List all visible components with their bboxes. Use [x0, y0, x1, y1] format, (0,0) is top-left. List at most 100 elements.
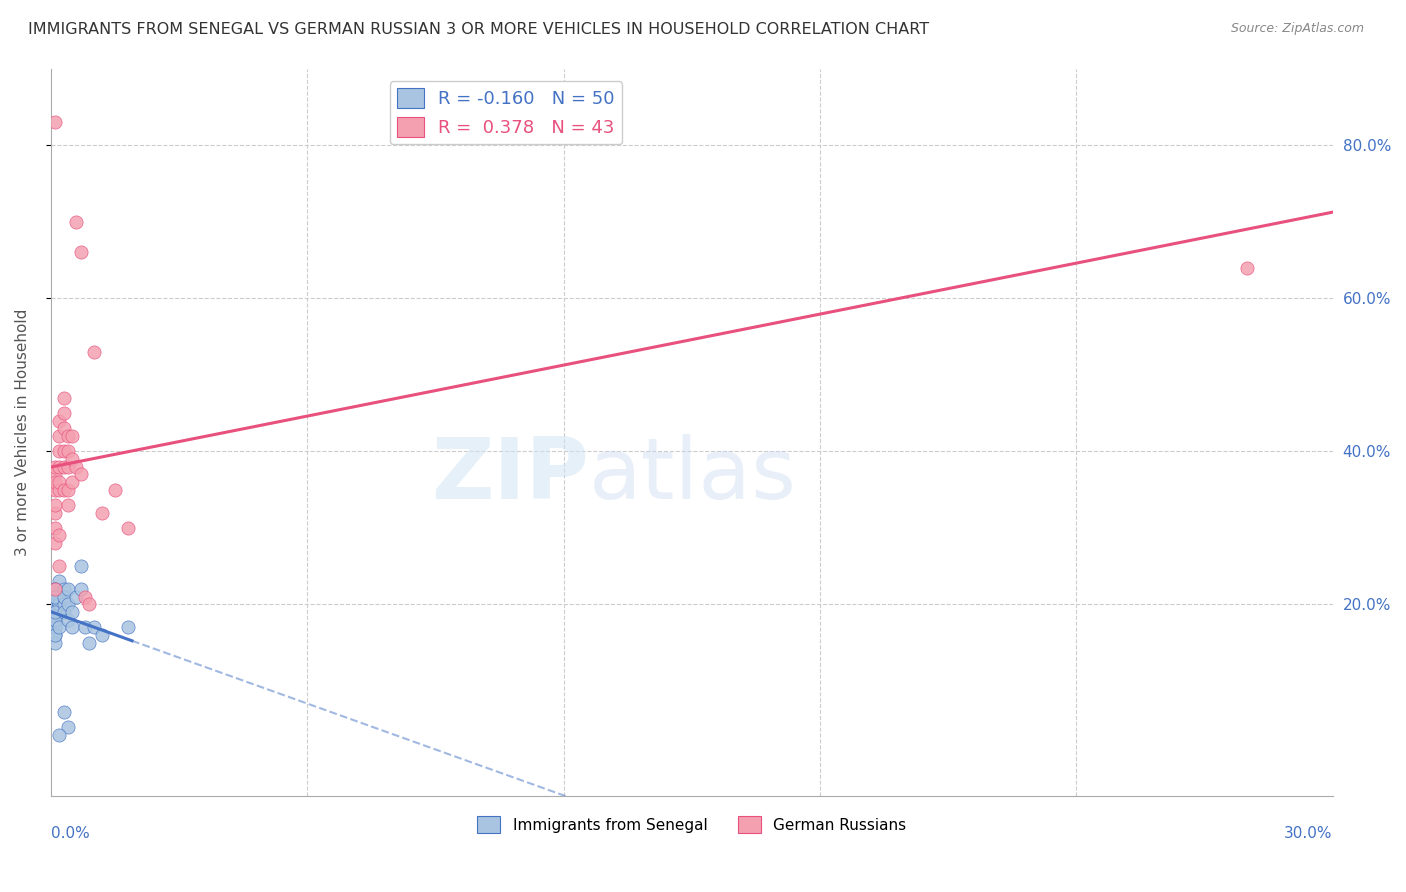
Point — [52, 483, 75, 497]
Text: atlas: atlas — [589, 434, 797, 517]
Point — [69, 582, 91, 596]
Point — [60, 605, 83, 619]
Point — [44, 467, 66, 482]
Point — [48, 590, 70, 604]
Point — [52, 444, 75, 458]
Point — [44, 483, 66, 497]
Point — [44, 582, 66, 596]
Point — [44, 628, 66, 642]
Point — [44, 628, 66, 642]
Point — [48, 483, 70, 497]
Point — [48, 429, 70, 443]
Point — [79, 598, 101, 612]
Point — [60, 475, 83, 489]
Point — [48, 605, 70, 619]
Point — [48, 528, 70, 542]
Point — [48, 590, 70, 604]
Point — [60, 452, 83, 467]
Point — [52, 705, 75, 719]
Text: 30.0%: 30.0% — [1284, 826, 1333, 841]
Point — [48, 459, 70, 474]
Point — [44, 475, 66, 489]
Point — [65, 214, 87, 228]
Point — [44, 605, 66, 619]
Point — [44, 459, 66, 474]
Point — [52, 598, 75, 612]
Point — [44, 582, 66, 596]
Point — [44, 536, 66, 550]
Point — [48, 574, 70, 589]
Point — [48, 598, 70, 612]
Point — [44, 605, 66, 619]
Point — [44, 613, 66, 627]
Point — [56, 582, 79, 596]
Point — [48, 414, 70, 428]
Point — [117, 521, 139, 535]
Text: ZIP: ZIP — [432, 434, 589, 517]
Point — [65, 459, 87, 474]
Point — [44, 613, 66, 627]
Point — [83, 620, 105, 634]
Point — [91, 506, 114, 520]
Point — [44, 521, 66, 535]
Point — [48, 598, 70, 612]
Point — [104, 483, 127, 497]
Point — [65, 590, 87, 604]
Point — [52, 406, 75, 420]
Point — [52, 391, 75, 405]
Point — [44, 598, 66, 612]
Point — [56, 444, 79, 458]
Point — [117, 620, 139, 634]
Text: IMMIGRANTS FROM SENEGAL VS GERMAN RUSSIAN 3 OR MORE VEHICLES IN HOUSEHOLD CORREL: IMMIGRANTS FROM SENEGAL VS GERMAN RUSSIA… — [28, 22, 929, 37]
Text: 0.0%: 0.0% — [51, 826, 90, 841]
Point — [1236, 260, 1258, 275]
Point — [48, 598, 70, 612]
Point — [60, 429, 83, 443]
Point — [44, 582, 66, 596]
Point — [56, 598, 79, 612]
Point — [73, 590, 96, 604]
Point — [44, 613, 66, 627]
Y-axis label: 3 or more Vehicles in Household: 3 or more Vehicles in Household — [15, 309, 30, 556]
Point — [44, 605, 66, 619]
Point — [52, 421, 75, 435]
Point — [79, 635, 101, 649]
Point — [69, 559, 91, 574]
Point — [48, 559, 70, 574]
Point — [52, 459, 75, 474]
Point — [48, 444, 70, 458]
Point — [73, 620, 96, 634]
Point — [56, 429, 79, 443]
Point — [44, 590, 66, 604]
Point — [44, 598, 66, 612]
Point — [44, 506, 66, 520]
Point — [60, 620, 83, 634]
Point — [48, 727, 70, 741]
Point — [56, 498, 79, 512]
Point — [48, 598, 70, 612]
Point — [44, 498, 66, 512]
Point — [56, 613, 79, 627]
Point — [44, 590, 66, 604]
Point — [56, 459, 79, 474]
Point — [44, 620, 66, 634]
Point — [52, 605, 75, 619]
Point — [56, 720, 79, 734]
Point — [48, 590, 70, 604]
Point — [48, 620, 70, 634]
Point — [44, 613, 66, 627]
Point — [44, 115, 66, 129]
Point — [69, 245, 91, 260]
Legend: Immigrants from Senegal, German Russians: Immigrants from Senegal, German Russians — [471, 810, 912, 839]
Point — [44, 635, 66, 649]
Point — [44, 620, 66, 634]
Point — [69, 467, 91, 482]
Point — [91, 628, 114, 642]
Point — [52, 582, 75, 596]
Point — [44, 582, 66, 596]
Text: Source: ZipAtlas.com: Source: ZipAtlas.com — [1230, 22, 1364, 36]
Point — [83, 344, 105, 359]
Point — [48, 605, 70, 619]
Point — [48, 475, 70, 489]
Point — [56, 483, 79, 497]
